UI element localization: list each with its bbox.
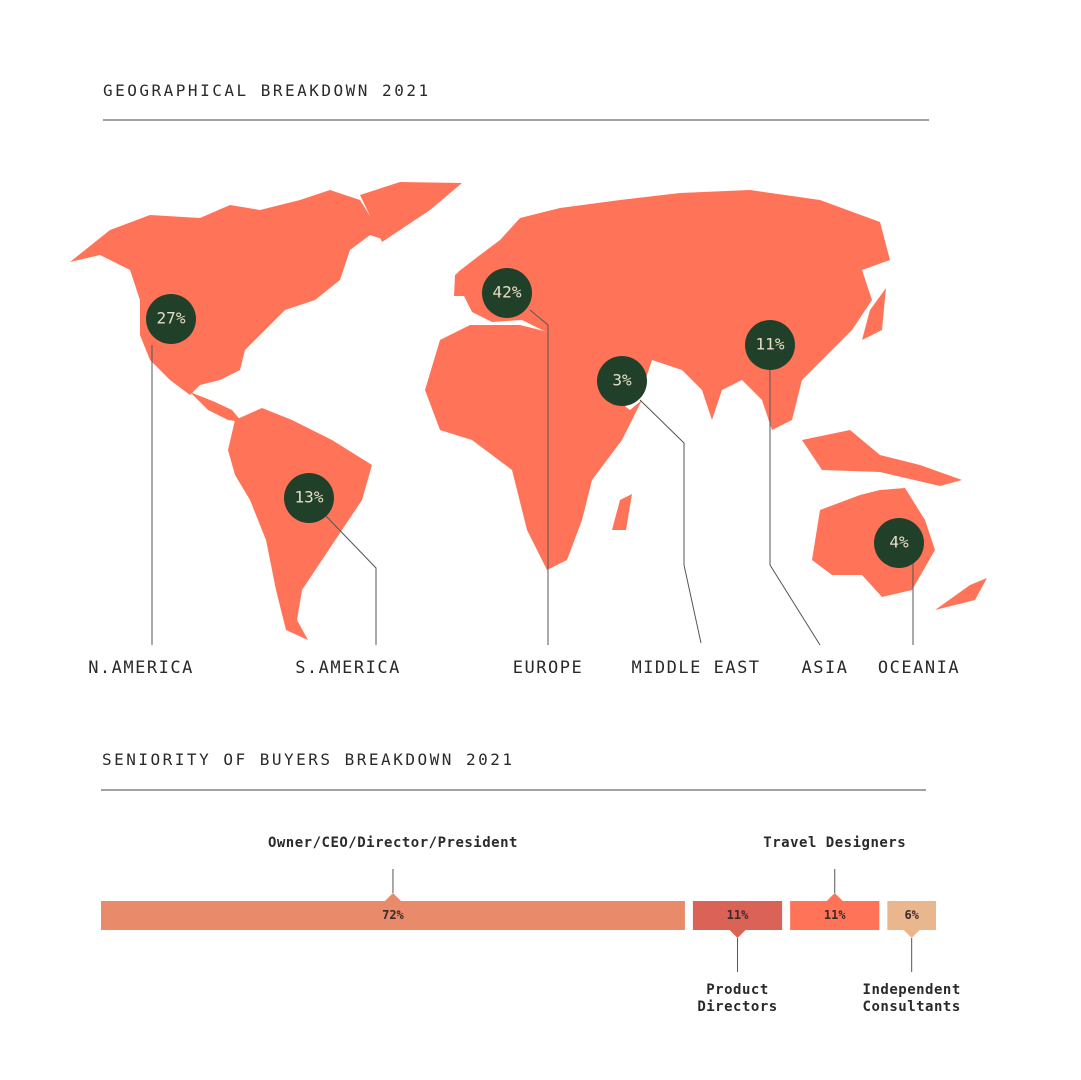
continent	[935, 578, 987, 610]
category-label: Owner/CEO/Director/President	[267, 835, 518, 851]
bubble-label: 3%	[612, 371, 632, 390]
continent	[70, 190, 385, 395]
continent	[458, 190, 890, 430]
continent	[228, 408, 372, 640]
bubble	[745, 320, 795, 370]
region-label: MIDDLE EAST	[631, 658, 760, 678]
bubble	[482, 268, 532, 318]
pointer	[384, 893, 401, 901]
pointer	[729, 930, 746, 938]
category-label: Product Directors	[697, 982, 778, 1015]
continent	[360, 182, 462, 242]
bubble	[146, 294, 196, 344]
bar-segment	[101, 901, 685, 930]
segment-label: 11%	[727, 908, 749, 922]
pointer	[903, 930, 920, 938]
region-label: EUROPE	[513, 658, 583, 678]
category-label: Travel Designers	[763, 835, 907, 851]
bubble-label: 42%	[493, 283, 522, 302]
leader-line	[769, 370, 821, 646]
region-label: S.AMERICA	[295, 658, 401, 678]
bubble	[874, 518, 924, 568]
bubble-label: 27%	[157, 309, 186, 328]
segment-label: 11%	[824, 908, 846, 922]
bubble-label: 4%	[889, 533, 909, 552]
bar-segment	[790, 901, 880, 930]
continent	[812, 488, 935, 597]
bubble-label: 11%	[756, 335, 785, 354]
continent	[425, 325, 642, 570]
region-label: ASIA	[802, 658, 849, 678]
world-map	[70, 182, 987, 640]
bar-title: SENIORITY OF BUYERS BREAKDOWN 2021	[102, 750, 515, 769]
bubble	[597, 356, 647, 406]
segment-label: 6%	[904, 908, 919, 922]
continent	[862, 288, 886, 340]
bubble	[284, 473, 334, 523]
segment-label: 72%	[382, 908, 404, 922]
leader-line	[639, 399, 702, 644]
category-label: Independent Consultants	[862, 982, 961, 1015]
bar-segment	[692, 901, 783, 930]
region-label: N.AMERICA	[88, 658, 194, 678]
continent	[190, 392, 242, 422]
continent	[454, 263, 470, 296]
region-label: OCEANIA	[878, 658, 960, 678]
leader-line	[324, 514, 377, 645]
leader-line	[529, 309, 549, 645]
bar-segment	[887, 901, 936, 930]
continent	[802, 430, 962, 486]
map-title: GEOGRAPHICAL BREAKDOWN 2021	[103, 81, 431, 100]
continent	[612, 494, 632, 530]
pointer	[826, 893, 843, 901]
bubble-label: 13%	[295, 488, 324, 507]
